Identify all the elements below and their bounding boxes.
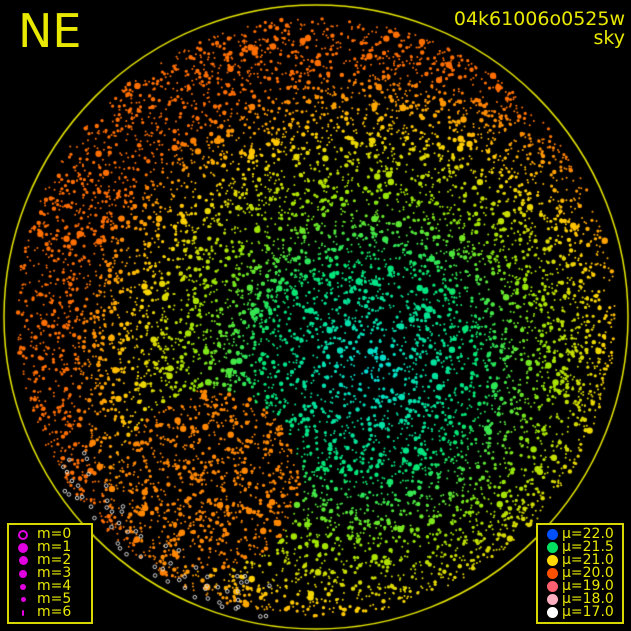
brightness-legend-item: μ=18.0 xyxy=(544,591,616,607)
magnitude-legend-item: m=5 xyxy=(15,591,85,607)
brightness-legend-item: μ=22.0 xyxy=(544,526,616,542)
brightness-legend-item: μ=19.0 xyxy=(544,578,616,594)
brightness-label: μ=22.0 xyxy=(562,526,614,542)
magnitude-label: m=1 xyxy=(37,539,72,555)
color-swatch-icon xyxy=(544,542,560,553)
frame-subtitle: sky xyxy=(593,27,625,49)
magnitude-legend: m=0 m=1 m=2 m=3 m=4 m=5 m=6 xyxy=(7,523,93,624)
brightness-legend-item: μ=21.5 xyxy=(544,539,616,555)
color-swatch-icon xyxy=(544,529,560,540)
brightness-label: μ=17.0 xyxy=(562,604,614,620)
color-swatch-icon xyxy=(544,581,560,592)
magnitude-symbol-icon xyxy=(15,583,31,590)
color-swatch-icon xyxy=(544,555,560,566)
magnitude-symbol-icon xyxy=(15,609,31,616)
magnitude-legend-item: m=6 xyxy=(15,604,85,620)
magnitude-label: m=4 xyxy=(37,578,72,594)
brightness-label: μ=21.0 xyxy=(562,552,614,568)
frame-title: 04k61006o0525w sky xyxy=(454,10,625,48)
magnitude-label: m=2 xyxy=(37,552,72,568)
color-swatch-icon xyxy=(544,568,560,579)
brightness-legend: μ=22.0 μ=21.5 μ=21.0 μ=20.0 μ=19.0 μ=18.0 μ=17… xyxy=(536,523,624,624)
magnitude-symbol-icon xyxy=(15,529,31,540)
direction-label: NE xyxy=(18,4,82,58)
magnitude-legend-item: m=0 xyxy=(15,526,85,542)
magnitude-label: m=5 xyxy=(37,591,72,607)
magnitude-label: m=0 xyxy=(37,526,72,542)
brightness-label: μ=19.0 xyxy=(562,578,614,594)
magnitude-symbol-icon xyxy=(15,542,31,553)
magnitude-symbol-icon xyxy=(15,597,31,602)
brightness-label: μ=21.5 xyxy=(562,539,614,555)
magnitude-legend-item: m=1 xyxy=(15,539,85,555)
brightness-label: μ=20.0 xyxy=(562,565,614,581)
magnitude-label: m=6 xyxy=(37,604,72,620)
color-swatch-icon xyxy=(544,594,560,605)
brightness-legend-item: μ=20.0 xyxy=(544,565,616,581)
brightness-legend-item: μ=21.0 xyxy=(544,552,616,568)
magnitude-label: m=3 xyxy=(37,565,72,581)
color-swatch-icon xyxy=(544,607,560,618)
magnitude-legend-item: m=2 xyxy=(15,552,85,568)
frame-id: 04k61006o0525w xyxy=(453,8,625,30)
magnitude-symbol-icon xyxy=(15,556,31,565)
magnitude-legend-item: m=4 xyxy=(15,578,85,594)
magnitude-legend-item: m=3 xyxy=(15,565,85,581)
brightness-legend-item: μ=17.0 xyxy=(544,604,616,620)
magnitude-symbol-icon xyxy=(15,569,31,578)
brightness-label: μ=18.0 xyxy=(562,591,614,607)
